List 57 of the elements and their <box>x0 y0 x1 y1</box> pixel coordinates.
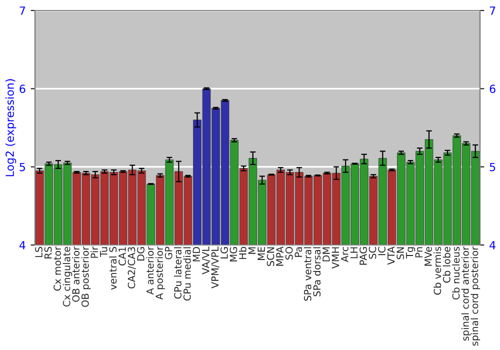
x-tick-label: CPu medial <box>183 247 191 301</box>
x-tick-label: OB anterior <box>72 246 80 302</box>
x-tick-label: Pir <box>90 246 98 258</box>
y2-tick-label: 7 <box>490 6 496 15</box>
y-tick-label: 6 <box>20 84 26 94</box>
y-axis-title: Log2 (expression) <box>5 79 16 176</box>
y-tick-label: 5 <box>20 162 25 172</box>
x-tick-label: DG <box>137 247 144 260</box>
y-tick-label: 4 <box>19 241 26 250</box>
x-tick-label: RS <box>44 246 52 258</box>
x-tick-label: LH <box>350 247 358 258</box>
x-tick-label: SO <box>285 246 293 260</box>
x-tick-label: Cb lobe <box>442 246 450 283</box>
x-tick-label: A anterior <box>146 246 154 295</box>
y2-tick-label: 4 <box>490 241 496 250</box>
x-tick-label: VTA <box>388 246 395 265</box>
x-tick-label: ME <box>258 247 265 260</box>
x-tick-label: Hb <box>238 246 246 259</box>
x-tick-label: CA2/CA3 <box>128 247 136 288</box>
x-tick-label: SC <box>368 246 376 259</box>
x-tick-label: VA/VL <box>202 246 210 274</box>
x-tick-label: CPu lateral <box>174 247 182 299</box>
x-tick-label: SPa dorsal <box>313 247 321 296</box>
x-tick-label: PAG <box>360 247 367 265</box>
x-tick-label: OB posterior <box>81 246 91 307</box>
x-tick-label: Pn <box>415 247 422 258</box>
x-tick-label: MD <box>192 246 200 262</box>
x-tick-label: LS <box>35 246 42 258</box>
y2-tick-label: 6 <box>490 84 496 94</box>
x-tick-label: SN <box>396 247 404 260</box>
x-tick-label: MG <box>230 247 238 262</box>
x-tick-label: VMH <box>332 247 339 269</box>
x-tick-label: DM <box>322 247 330 262</box>
x-tick-label: spinal cord anterior <box>461 246 471 341</box>
x-tick-label: Pa <box>294 247 302 257</box>
x-tick-label: SPa ventral <box>304 247 312 301</box>
x-tick-label: IC <box>378 246 386 256</box>
x-tick-label: MVe <box>424 246 432 266</box>
x-tick-label: ventral S <box>109 246 117 290</box>
y-tick-label: 7 <box>20 6 26 15</box>
x-tick-label: Cx motor <box>54 246 61 291</box>
x-tick-label: MPA <box>276 246 284 266</box>
x-tick-label: Arc <box>341 246 348 262</box>
x-tick-label: spinal cord posterior <box>470 246 480 346</box>
x-tick-label: CA1 <box>118 247 126 266</box>
x-tick-label: Cb vermis <box>434 246 442 295</box>
x-tick-label: SCN <box>266 247 274 266</box>
y2-tick-label: 5 <box>490 162 496 172</box>
x-tick-label: GP <box>164 246 172 260</box>
x-tick-label: Tu <box>100 247 108 258</box>
x-tick-label: VPM/VPL <box>211 246 220 288</box>
x-tick-label: Tg <box>406 247 416 259</box>
x-tick-label: Cx cingulate <box>62 246 72 306</box>
x-tick-label: LG <box>220 247 228 258</box>
x-tick-label: A posterior <box>155 246 165 300</box>
x-tick-label: M <box>248 247 256 254</box>
x-tick-label: Cb nucleus <box>452 246 460 300</box>
